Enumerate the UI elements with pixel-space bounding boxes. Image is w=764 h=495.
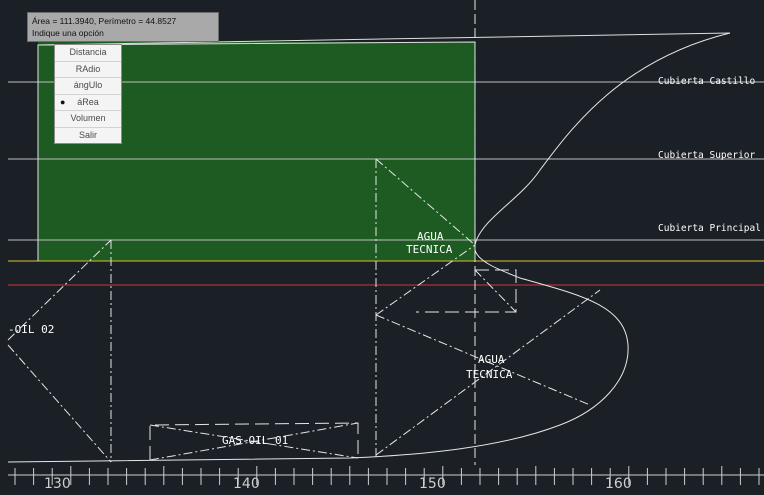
menu-item-angulo[interactable]: ángUlo [55, 78, 121, 95]
menu-item-label: RAdio [75, 63, 101, 74]
bow-profile-curve [474, 32, 731, 246]
label-cubierta-castillo: Cubierta Castillo [658, 76, 756, 87]
scale-label-150: 150 [419, 476, 446, 492]
menu-item-distancia[interactable]: Distancia [55, 45, 121, 62]
label-cubierta-principal: Cubierta Principal [658, 223, 761, 234]
scale-label-130: 130 [44, 476, 71, 492]
menu-item-label: Volumen [70, 113, 106, 123]
menu-item-label: áRea [77, 96, 99, 107]
tank-gas-oil-01 [149, 422, 359, 461]
menu-item-area[interactable]: ● áRea [55, 95, 121, 111]
tank-agua-tecnica-1 [375, 158, 517, 458]
label-agua-tecnica-2b: TECNICA [466, 368, 513, 381]
menu-item-radio[interactable]: RAdio [55, 62, 121, 78]
tooltip-prompt-line: Indique una opción [32, 28, 104, 38]
label-cubierta-superior: Cubierta Superior [658, 150, 756, 161]
top-edge-line [37, 32, 731, 46]
tank-agua-tecnica-2 [375, 289, 601, 456]
area-outline [37, 41, 476, 261]
measure-options-menu: Distancia RAdio ángUlo ● áRea Volumen Sal… [54, 44, 122, 144]
scale-label-140: 140 [233, 476, 260, 492]
scale-ruler [8, 466, 764, 485]
scale-label-160: 160 [605, 476, 632, 492]
measure-tooltip: Área = 111.3940, Perímetro = 44.8527 Ind… [27, 12, 219, 42]
label-agua-tecnica-1a: AGUA [417, 230, 444, 243]
label-agua-tecnica-2a: AGUA [478, 353, 505, 366]
tank-gas-oil-02 [7, 239, 112, 463]
tank-upper-box [416, 269, 517, 313]
menu-item-label: Salir [78, 129, 97, 140]
menu-item-label: Distancia [69, 47, 107, 57]
menu-item-salir[interactable]: Salir [55, 128, 121, 144]
bulb-curve [7, 249, 629, 463]
label-agua-tecnica-1b: TECNICA [406, 243, 453, 256]
menu-item-volumen[interactable]: Volumen [55, 111, 121, 128]
label-gas-oil-02: -OIL 02 [8, 323, 54, 336]
label-gas-oil-01: GAS-OIL 01 [222, 434, 288, 447]
menu-item-label: ángUlo [73, 80, 103, 90]
selected-bullet-icon: ● [60, 96, 66, 107]
tooltip-area-line: Área = 111.3940, Perímetro = 44.8527 [32, 16, 177, 26]
